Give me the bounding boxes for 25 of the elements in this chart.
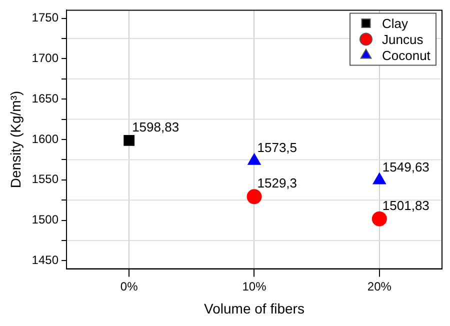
x-axis-title: Volume of fibers	[204, 300, 304, 316]
y-tick-label: 1700	[32, 51, 59, 65]
point	[246, 189, 262, 204]
legend-label: Juncus	[382, 32, 424, 47]
y-tick-label: 1600	[32, 132, 59, 146]
legend-label: Clay	[382, 16, 409, 31]
point	[372, 211, 387, 226]
point	[124, 134, 135, 146]
data-label: 1501,83	[382, 198, 430, 213]
x-tick-label: 20%	[367, 279, 392, 294]
point	[372, 172, 386, 184]
legend-label: Coconut	[382, 48, 431, 63]
y-tick-label: 1650	[32, 91, 59, 106]
data-label: 1573,5	[257, 140, 298, 155]
x-tick-label: 10%	[242, 279, 267, 294]
y-tick-label: 1500	[32, 212, 59, 227]
point	[248, 153, 261, 165]
data-label: 1549,63	[382, 159, 430, 174]
y-tick-label: 1550	[32, 172, 59, 186]
y-axis-title: Density (Kg/m³)	[7, 90, 24, 188]
y-tick-label: 1750	[32, 10, 59, 25]
x-tick-label: 0%	[120, 279, 138, 294]
data-label: 1598,83	[132, 120, 180, 135]
data-label: 1529,3	[257, 176, 298, 191]
y-tick-label: 1450	[32, 253, 59, 268]
